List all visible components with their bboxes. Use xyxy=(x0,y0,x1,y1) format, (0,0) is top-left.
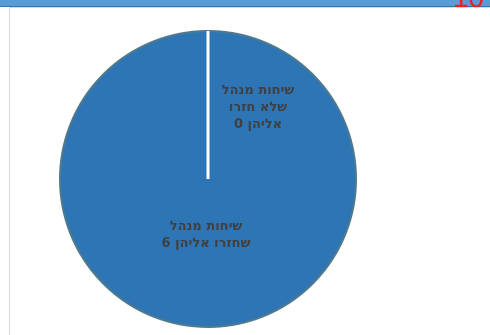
corner-number: 10 xyxy=(453,0,484,12)
data-label-0-line-1: שלא חזרו xyxy=(229,100,287,115)
data-label-0-line-2: אליהן 0 xyxy=(234,117,282,132)
data-label-1-line-1: שחזרו אליהן 6 xyxy=(162,236,251,251)
top-band-edge xyxy=(0,6,490,7)
chart-area[interactable]: שיחות מנהל שלא חזרו אליהן 0 שיחות מנהל שחזרו… xyxy=(9,7,490,335)
data-label-0-line-0: שיחות מנהל xyxy=(222,83,295,98)
pie-chart[interactable]: שיחות מנהל שלא חזרו אליהן 0 שיחות מנהל שחזרו… xyxy=(10,8,490,335)
data-label-0: שיחות מנהל שלא חזרו אליהן 0 xyxy=(222,83,295,132)
top-band xyxy=(0,0,490,6)
data-label-1-line-0: שיחות מנהל xyxy=(170,219,243,234)
data-label-1: שיחות מנהל שחזרו אליהן 6 xyxy=(162,219,251,251)
